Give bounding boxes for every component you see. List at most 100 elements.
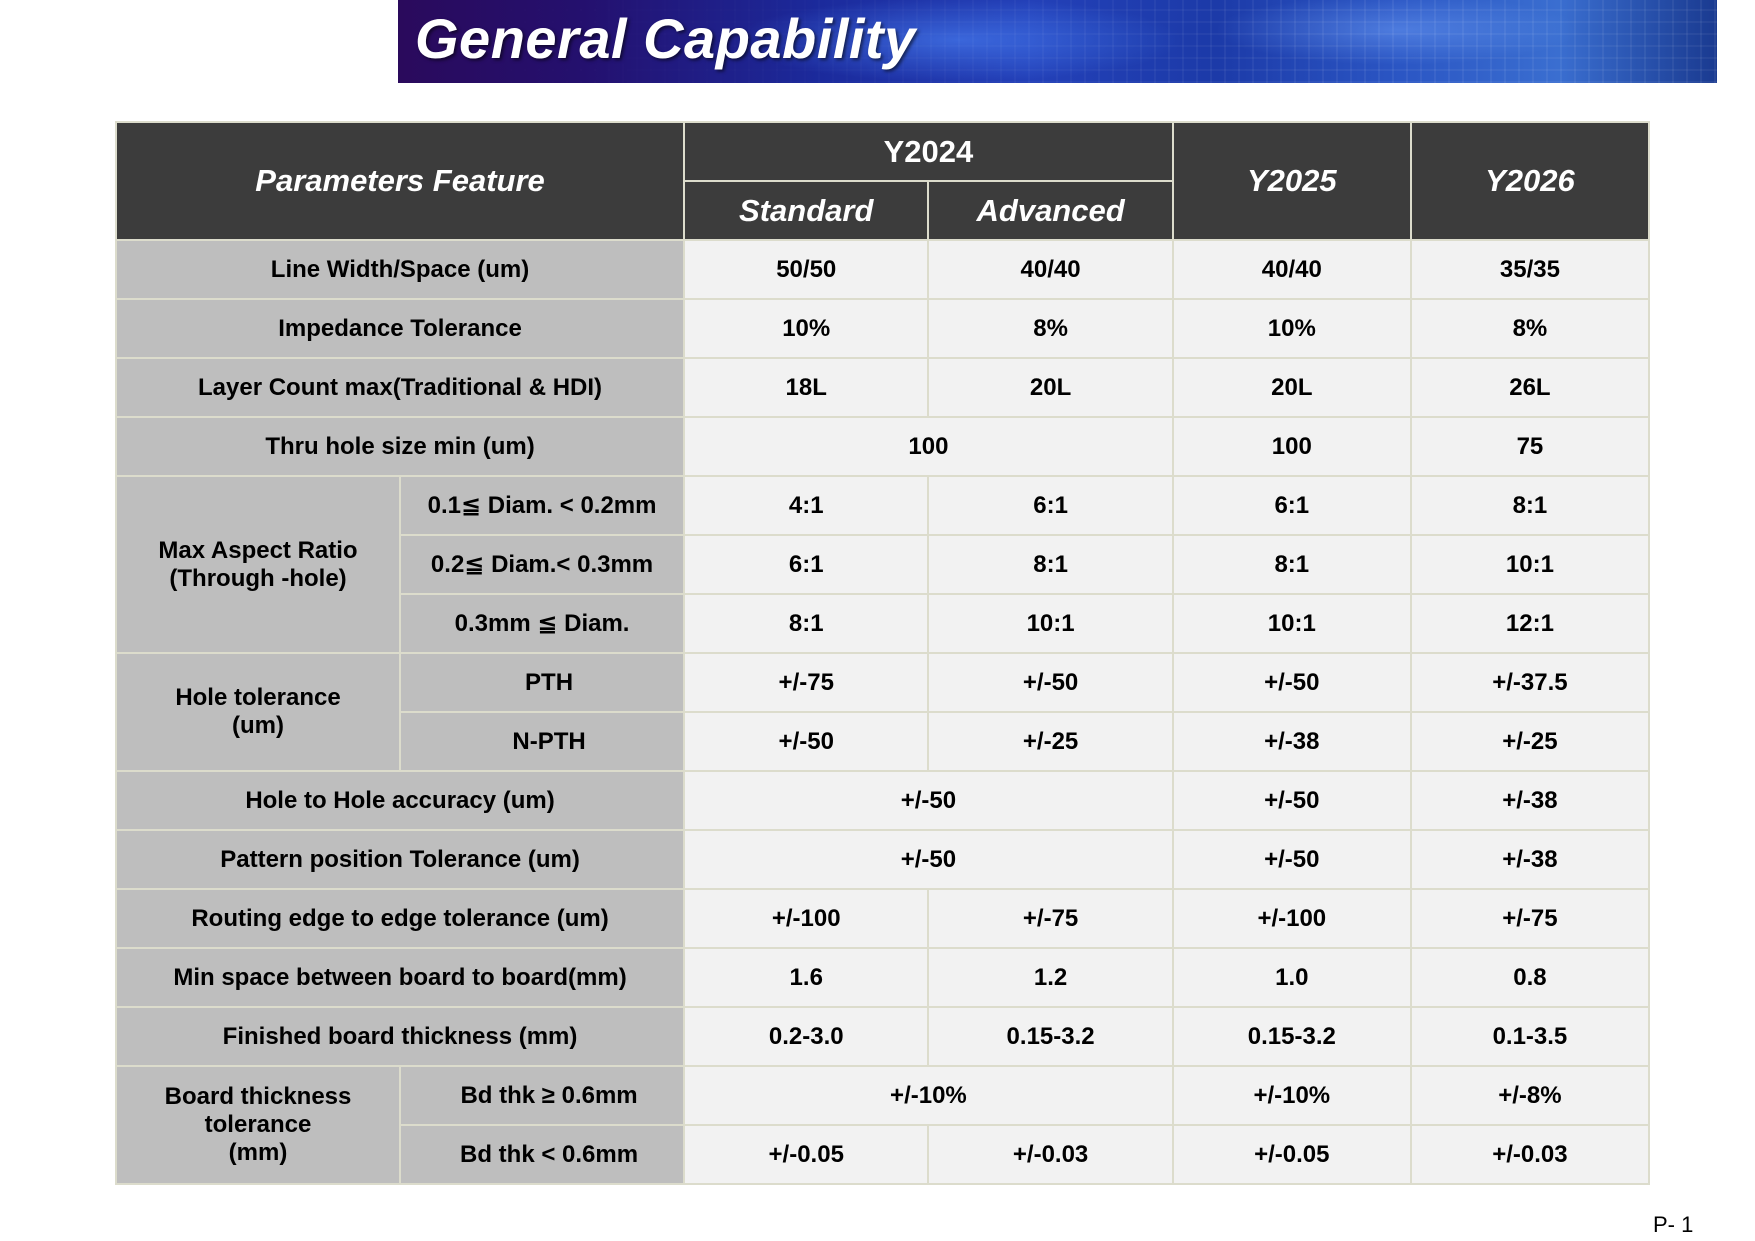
table-row: Pattern position Tolerance (um) +/-50 +/… — [114, 829, 1651, 890]
cell-y2026: 0.1-3.5 — [1409, 1006, 1651, 1067]
table-row: 0.3mm ≦ Diam. 8:1 10:1 10:1 12:1 — [116, 593, 1651, 654]
cell-y2026: 0.8 — [1409, 947, 1651, 1008]
row-label: Finished board thickness (mm) — [114, 1006, 686, 1067]
cell-y2025: 1.0 — [1171, 947, 1412, 1008]
cell-advanced: 1.2 — [927, 947, 1174, 1008]
cell-advanced: 40/40 — [927, 239, 1174, 300]
sub-label: PTH — [399, 652, 686, 713]
table-row: Hole to Hole accuracy (um) +/-50 +/-50 +… — [114, 770, 1651, 831]
cell-advanced: +/-50 — [927, 652, 1174, 713]
header-standard: Standard — [683, 180, 930, 241]
cell-standard: +/-0.05 — [683, 1124, 930, 1185]
row-label: Routing edge to edge tolerance (um) — [114, 888, 686, 949]
cell-y2026: 75 — [1409, 416, 1651, 477]
cell-advanced: 0.15-3.2 — [927, 1006, 1174, 1067]
cell-y2025: 0.15-3.2 — [1171, 1006, 1412, 1067]
table-row: Max Aspect Ratio (Through -hole) 0.1≦ Di… — [114, 475, 1651, 654]
cell-y2026: 26L — [1409, 357, 1651, 418]
cell-standard: 8:1 — [683, 593, 930, 654]
cell-standard: +/-100 — [683, 888, 930, 949]
cell-standard: 18L — [683, 357, 930, 418]
cell-standard: 10% — [683, 298, 930, 359]
cell-y2025: +/-50 — [1171, 770, 1412, 831]
cell-standard: 0.2-3.0 — [683, 1006, 930, 1067]
table-row: Bd thk < 0.6mm +/-0.05 +/-0.03 +/-0.05 +… — [116, 1124, 1651, 1185]
table-row: Min space between board to board(mm) 1.6… — [114, 947, 1651, 1008]
cell-advanced: +/-75 — [927, 888, 1174, 949]
row-label: Pattern position Tolerance (um) — [114, 829, 686, 890]
header-row: Parameters Feature Y2024 Y2025 Y2026 — [114, 121, 1651, 241]
header-y2025: Y2025 — [1171, 121, 1412, 241]
cell-advanced: +/-25 — [927, 711, 1174, 772]
sub-label: 0.2≦ Diam.< 0.3mm — [399, 534, 686, 595]
header-parameters-feature: Parameters Feature — [114, 121, 686, 241]
cell-y2026: +/-25 — [1409, 711, 1651, 772]
row-label: Thru hole size min (um) — [114, 416, 686, 477]
cell-standard: 1.6 — [683, 947, 930, 1008]
cell-standard: +/-75 — [683, 652, 930, 713]
cell-advanced: 6:1 — [927, 475, 1174, 536]
cell-y2025: 10% — [1171, 298, 1412, 359]
cell-y2026: 35/35 — [1409, 239, 1651, 300]
cell-y2025: +/-38 — [1171, 711, 1412, 772]
cell-y2024: +/-10% — [683, 1065, 1174, 1126]
cell-standard: 50/50 — [683, 239, 930, 300]
cell-y2024: 100 — [683, 416, 1174, 477]
cell-y2026: 10:1 — [1409, 534, 1651, 595]
table-row: Thru hole size min (um) 100 100 75 — [114, 416, 1651, 477]
cell-y2026: +/-37.5 — [1409, 652, 1651, 713]
sub-label: 0.3mm ≦ Diam. — [399, 593, 686, 654]
cell-advanced: 8:1 — [927, 534, 1174, 595]
table-row: N-PTH +/-50 +/-25 +/-38 +/-25 — [116, 711, 1651, 772]
sub-label: Bd thk < 0.6mm — [399, 1124, 686, 1185]
cell-y2025: 40/40 — [1171, 239, 1412, 300]
cell-y2026: +/-0.03 — [1409, 1124, 1651, 1185]
cell-advanced: 20L — [927, 357, 1174, 418]
cell-y2025: +/-50 — [1171, 829, 1412, 890]
cell-standard: +/-50 — [683, 711, 930, 772]
sub-label: 0.1≦ Diam. < 0.2mm — [399, 475, 686, 536]
group-label-board-thickness-tolerance: Board thickness tolerance (mm) — [114, 1065, 402, 1185]
group-label-line1: Max Aspect Ratio — [158, 536, 358, 564]
cell-y2026: +/-38 — [1409, 829, 1651, 890]
page-number: P- 1 — [1653, 1212, 1694, 1237]
cell-y2026: 8% — [1409, 298, 1651, 359]
cell-y2025: 20L — [1171, 357, 1412, 418]
cell-y2024: +/-50 — [683, 770, 1174, 831]
cell-y2025: 10:1 — [1171, 593, 1412, 654]
group-label-line2: (mm) — [228, 1139, 288, 1166]
row-label: Hole to Hole accuracy (um) — [114, 770, 686, 831]
cell-y2026: 8:1 — [1409, 475, 1651, 536]
cell-advanced: 10:1 — [927, 593, 1174, 654]
cell-standard: 6:1 — [683, 534, 930, 595]
circuit-pattern-decoration — [398, 0, 1717, 83]
group-label-line2: (um) — [232, 712, 284, 739]
cell-y2026: +/-38 — [1409, 770, 1651, 831]
cell-advanced: 8% — [927, 298, 1174, 359]
header-y2024: Y2024 — [683, 121, 1174, 182]
header-subrow: Standard Advanced — [116, 180, 1649, 241]
table-row: Board thickness tolerance (mm) Bd thk ≥ … — [114, 1065, 1651, 1185]
group-label-line1: Board thickness tolerance — [164, 1083, 352, 1138]
cell-y2026: +/-75 — [1409, 888, 1651, 949]
row-label: Min space between board to board(mm) — [114, 947, 686, 1008]
group-label-hole-tolerance: Hole tolerance (um) — [114, 652, 402, 772]
title-banner: General Capability — [398, 0, 1717, 83]
row-label: Layer Count max(Traditional & HDI) — [114, 357, 686, 418]
cell-y2025: +/-0.05 — [1171, 1124, 1412, 1185]
sub-label: N-PTH — [399, 711, 686, 772]
header-y2026: Y2026 — [1409, 121, 1651, 241]
sub-label: Bd thk ≥ 0.6mm — [399, 1065, 686, 1126]
cell-y2025: +/-10% — [1171, 1065, 1412, 1126]
table-row: Hole tolerance (um) PTH +/-75 +/-50 +/-5… — [114, 652, 1651, 772]
row-label: Impedance Tolerance — [114, 298, 686, 359]
cell-y2025: 6:1 — [1171, 475, 1412, 536]
cell-y2025: 100 — [1171, 416, 1412, 477]
page-title: General Capability — [415, 7, 916, 70]
cell-y2025: +/-50 — [1171, 652, 1412, 713]
row-label: Line Width/Space (um) — [114, 239, 686, 300]
table-row: Layer Count max(Traditional & HDI) 18L 2… — [114, 357, 1651, 418]
group-label-line1: Hole tolerance — [175, 684, 341, 711]
table-row: Impedance Tolerance 10% 8% 10% 8% — [114, 298, 1651, 359]
cell-y2025: 8:1 — [1171, 534, 1412, 595]
